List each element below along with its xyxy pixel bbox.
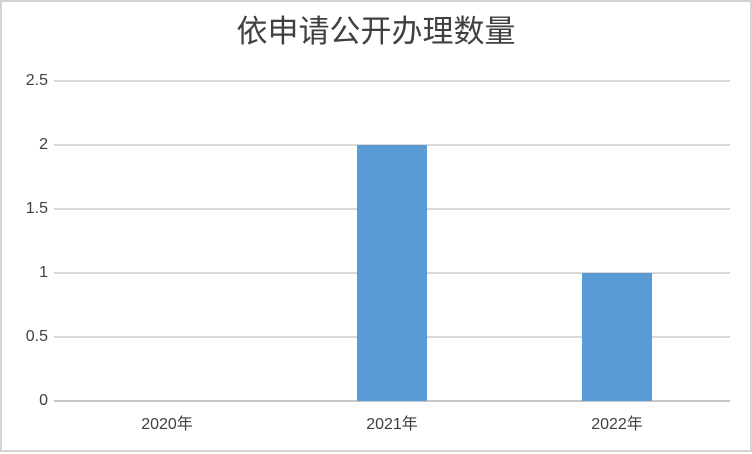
- y-tick-label: 2.5: [25, 72, 48, 89]
- bar-2021-value-2: [357, 145, 427, 401]
- x-axis-line: [54, 400, 730, 402]
- y-tick-label: 0: [39, 392, 48, 409]
- y-tick-label: 1.5: [25, 200, 48, 217]
- y-tick-label: 2: [39, 136, 48, 153]
- chart-title: 依申请公开办理数量: [236, 14, 516, 49]
- y-tick-label: 1: [39, 264, 48, 281]
- gridline: [54, 80, 730, 82]
- bar-2022-value-1: [582, 273, 652, 401]
- x-tick-label: 2022年: [591, 416, 643, 433]
- x-tick-label: 2021年: [366, 416, 418, 433]
- y-tick-label: 0.5: [25, 328, 48, 345]
- x-tick-label: 2020年: [141, 416, 193, 433]
